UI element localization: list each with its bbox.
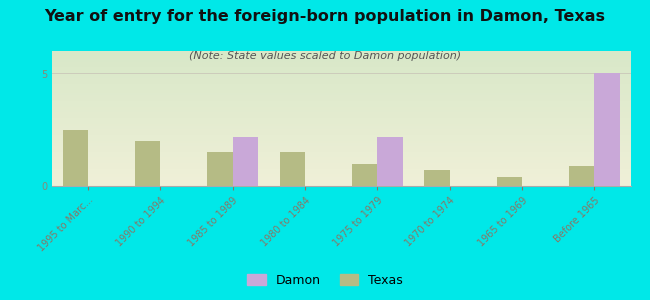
Bar	[424, 170, 450, 186]
Text: Year of entry for the foreign-born population in Damon, Texas: Year of entry for the foreign-born popul…	[44, 9, 606, 24]
Bar	[135, 141, 161, 186]
Bar	[280, 152, 305, 186]
Bar	[569, 166, 594, 186]
Text: (Note: State values scaled to Damon population): (Note: State values scaled to Damon popu…	[189, 51, 461, 61]
Bar	[497, 177, 522, 186]
Bar	[594, 74, 619, 186]
Bar	[63, 130, 88, 186]
Bar	[352, 164, 378, 186]
Bar	[378, 136, 403, 186]
Legend: Damon, Texas: Damon, Texas	[243, 270, 407, 291]
Bar	[207, 152, 233, 186]
Bar	[233, 136, 258, 186]
